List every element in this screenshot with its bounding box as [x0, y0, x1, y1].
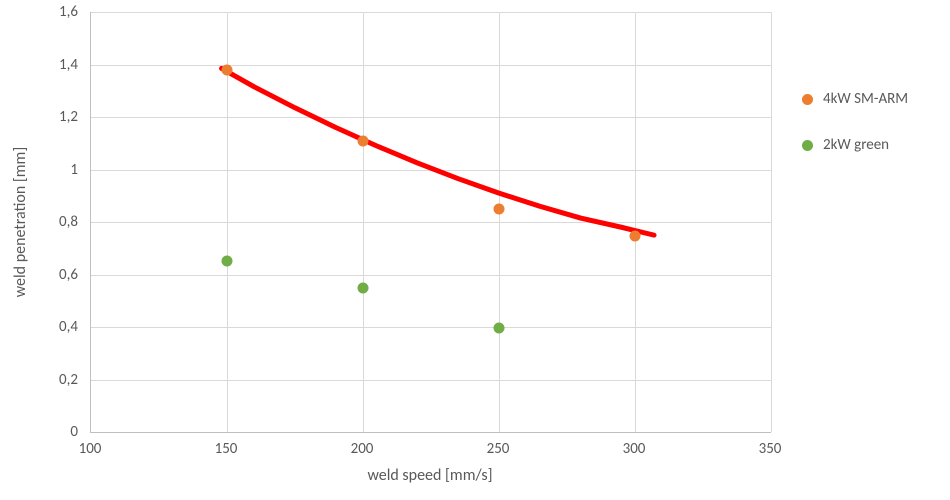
y-tick-label: 0,8 — [0, 213, 78, 231]
legend-marker-icon — [802, 140, 813, 151]
legend-item-green2kw: 2kW green — [802, 136, 908, 154]
x-tick-label: 300 — [623, 440, 646, 458]
legend-item-sm_arm: 4kW SM-ARM — [802, 90, 908, 108]
gridline-vertical — [771, 12, 772, 432]
plot-area — [90, 12, 771, 433]
y-tick-label: 0,2 — [0, 371, 78, 389]
x-tick-label: 250 — [487, 440, 510, 458]
x-tick-label: 200 — [351, 440, 374, 458]
data-point-sm_arm — [358, 135, 369, 146]
y-tick-label: 1,4 — [0, 56, 78, 74]
legend-marker-icon — [802, 94, 813, 105]
y-tick-label: 1 — [0, 161, 78, 179]
data-point-sm_arm — [494, 203, 505, 214]
y-tick-label: 0,6 — [0, 266, 78, 284]
legend-label: 2kW green — [823, 136, 889, 154]
legend: 4kW SM-ARM 2kW green — [802, 90, 908, 182]
legend-label: 4kW SM-ARM — [823, 90, 908, 108]
x-tick-label: 100 — [79, 440, 102, 458]
chart: weld speed [mm/s] weld penetration [mm] … — [0, 0, 950, 500]
data-point-sm_arm — [222, 64, 233, 75]
data-point-green2kw — [222, 256, 233, 267]
trend-line — [91, 12, 771, 432]
x-axis-label: weld speed [mm/s] — [367, 466, 492, 485]
y-tick-label: 0 — [0, 423, 78, 441]
x-tick-label: 350 — [759, 440, 782, 458]
data-point-green2kw — [358, 282, 369, 293]
data-point-green2kw — [494, 323, 505, 334]
x-tick-label: 150 — [215, 440, 238, 458]
y-tick-label: 1,2 — [0, 108, 78, 126]
y-tick-label: 0,4 — [0, 318, 78, 336]
y-tick-label: 1,6 — [0, 3, 78, 21]
data-point-sm_arm — [630, 231, 641, 242]
